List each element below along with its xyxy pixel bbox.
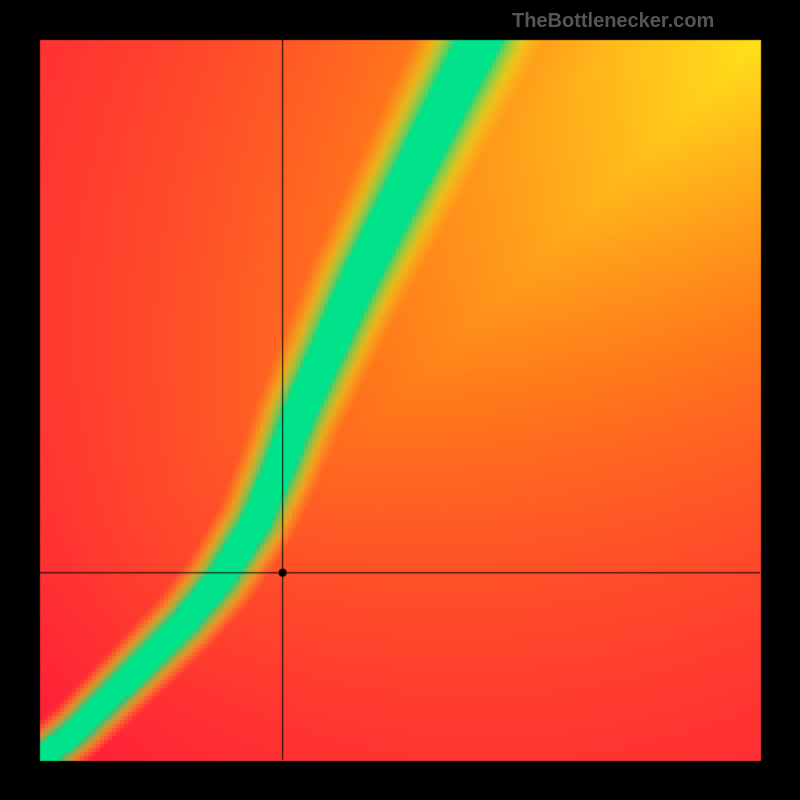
watermark-text: TheBottlenecker.com: [512, 10, 714, 33]
chart-container: TheBottlenecker.com: [0, 0, 800, 800]
heatmap-canvas: [0, 0, 800, 800]
